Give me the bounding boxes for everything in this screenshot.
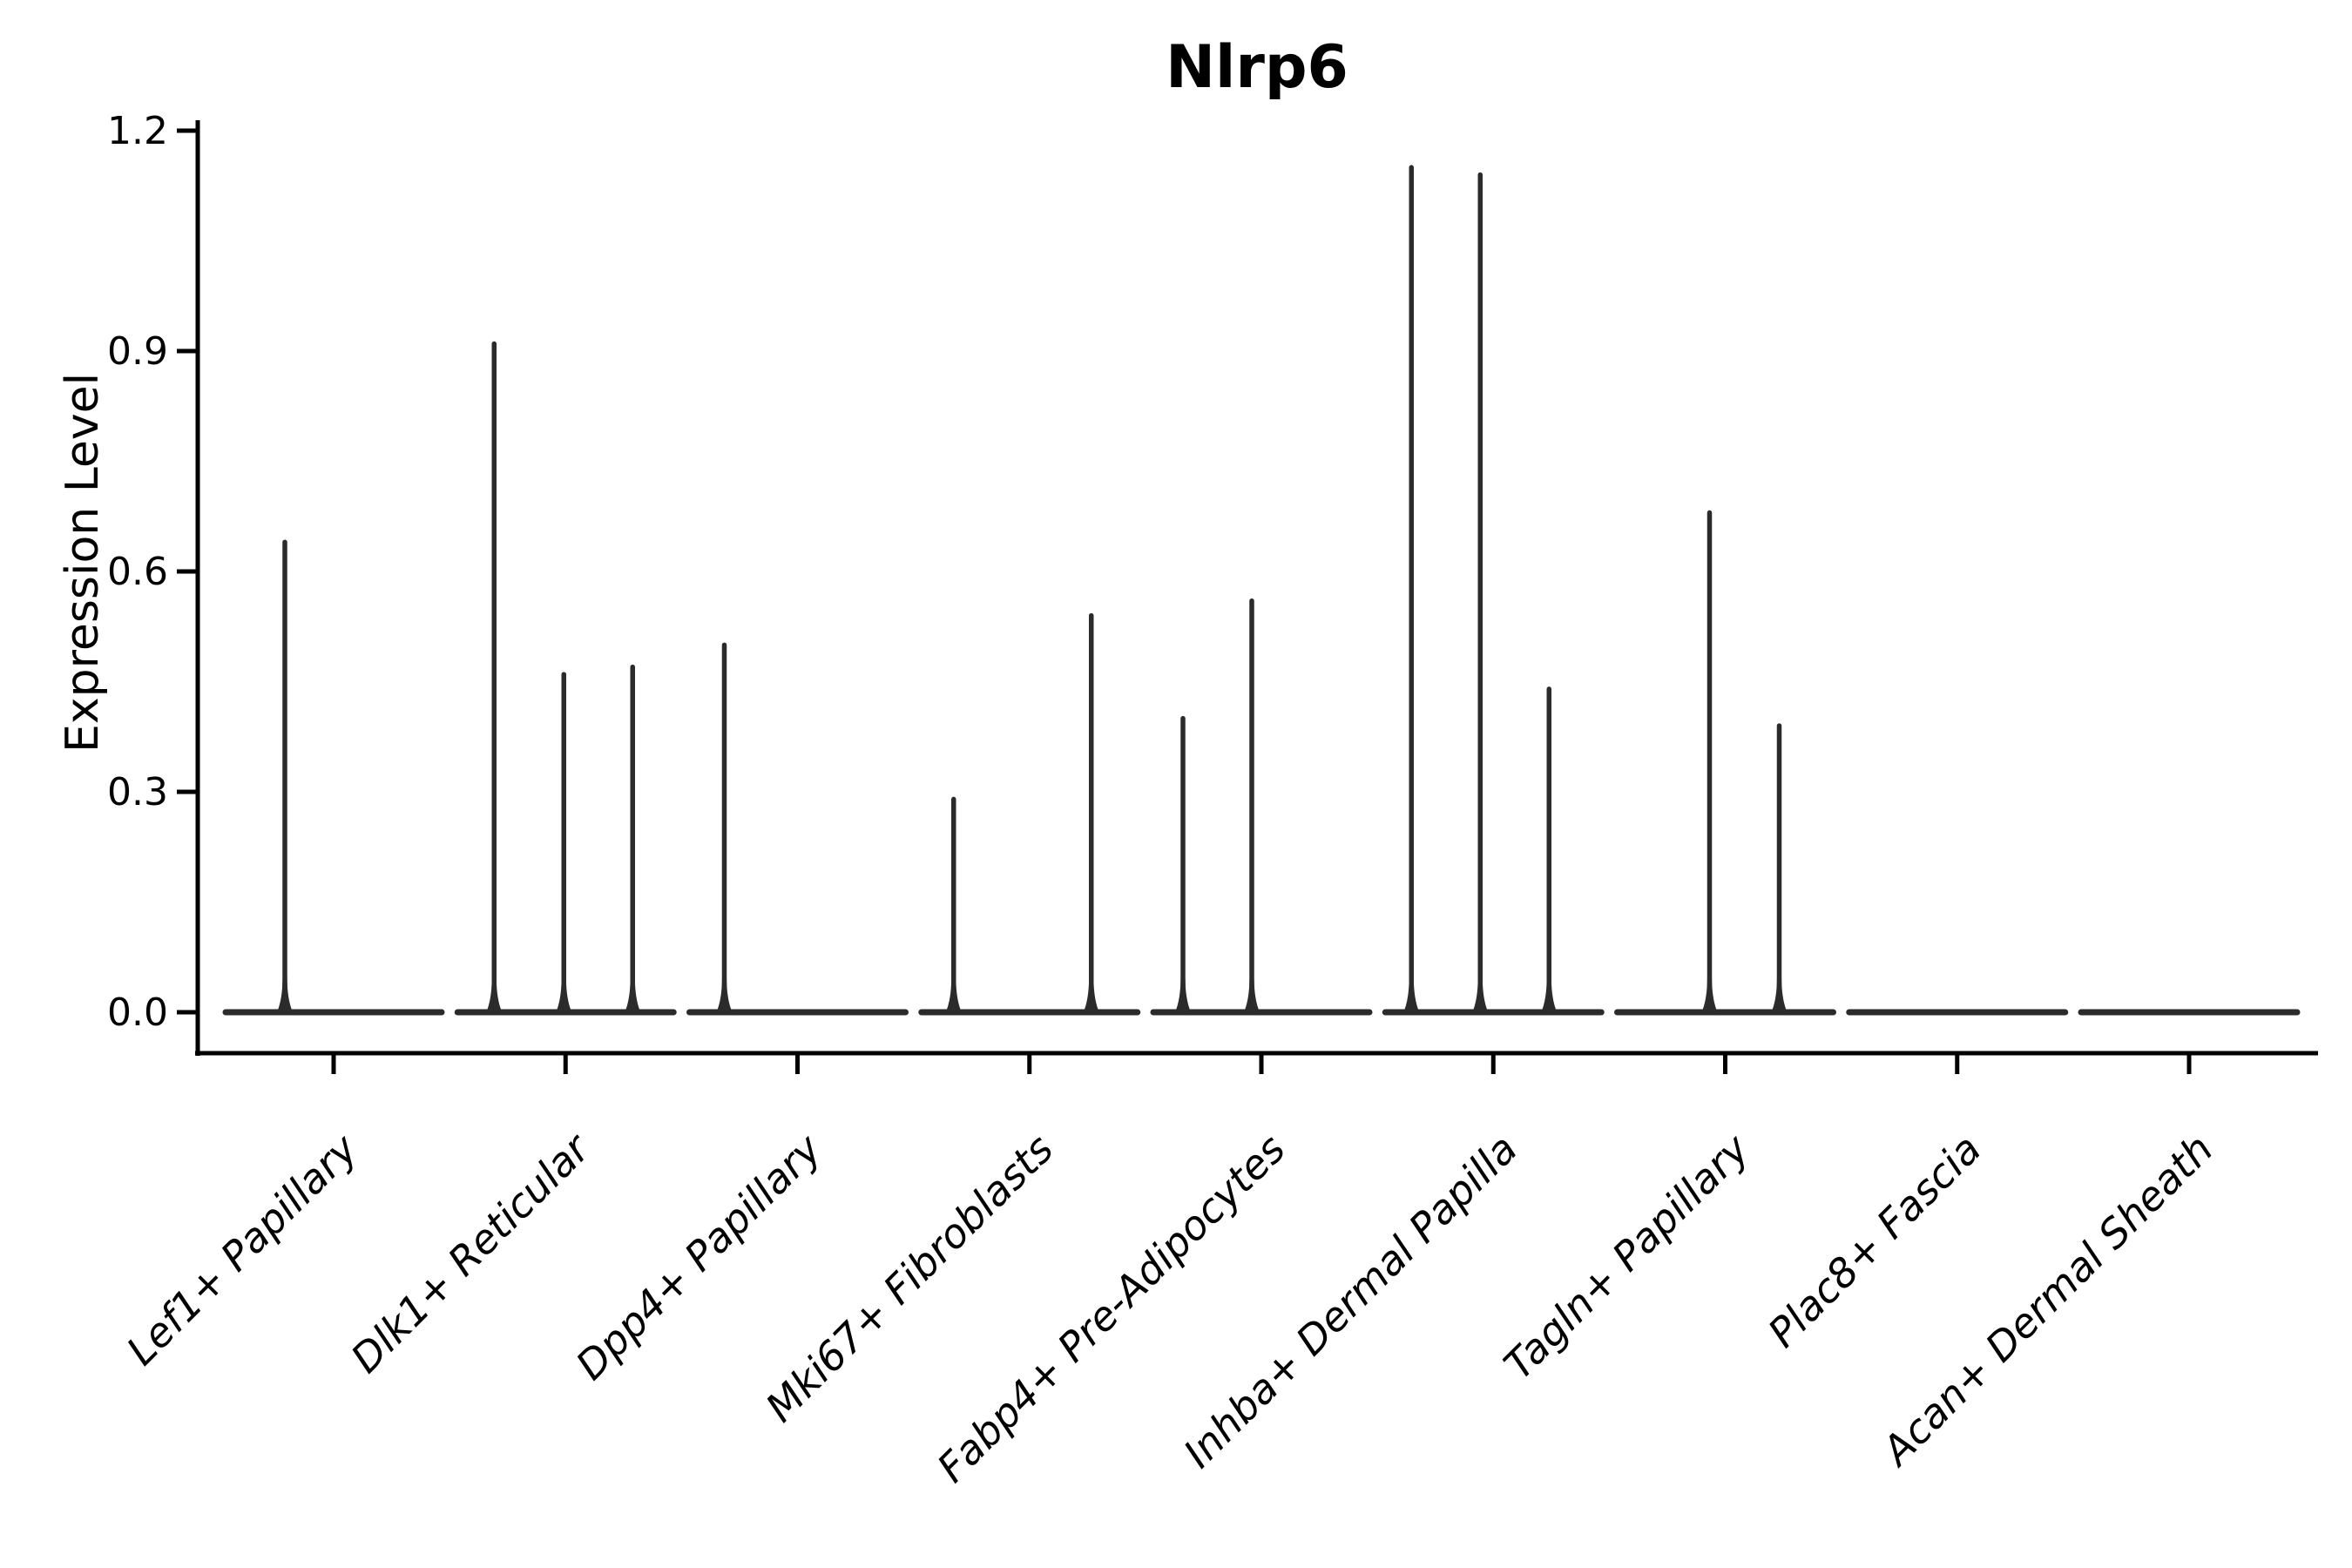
violin-spike-base [1700, 979, 1719, 1014]
violin-spike-base [1770, 979, 1788, 1014]
violin-spike-base [715, 979, 733, 1014]
violin-spike-base [1540, 979, 1558, 1014]
violin-spike-base [1402, 979, 1421, 1014]
violin-spike-base [485, 979, 504, 1014]
x-category-label: Dpp4+ Papillary [567, 1125, 831, 1389]
violin-spike-base [555, 979, 573, 1014]
x-category-label: Dlk1+ Reticular [341, 1123, 600, 1382]
violin-spike-base [1243, 979, 1260, 1014]
chart-title: Nlrp6 [1166, 33, 1348, 102]
y-axis-label: Expression Level [57, 373, 109, 753]
violin-spike-base [944, 979, 963, 1014]
y-tick-label: 0.3 [107, 770, 168, 814]
y-tick-label: 0.0 [107, 990, 168, 1035]
y-tick-label: 0.6 [107, 550, 168, 594]
violin-spike-base [1471, 979, 1490, 1014]
violin-spike-base [624, 979, 642, 1014]
violin-spike-base [1174, 979, 1192, 1014]
x-category-label: Lef1+ Papillary [118, 1125, 367, 1374]
violin-spike-base [1082, 979, 1100, 1014]
x-category-label: Tagln+ Papillary [1495, 1125, 1759, 1389]
violin-spike-base [276, 979, 294, 1014]
y-tick-label: 1.2 [107, 109, 168, 153]
x-category-label: Plac8+ Fascia [1759, 1125, 1990, 1356]
y-tick-label: 0.9 [107, 329, 168, 374]
